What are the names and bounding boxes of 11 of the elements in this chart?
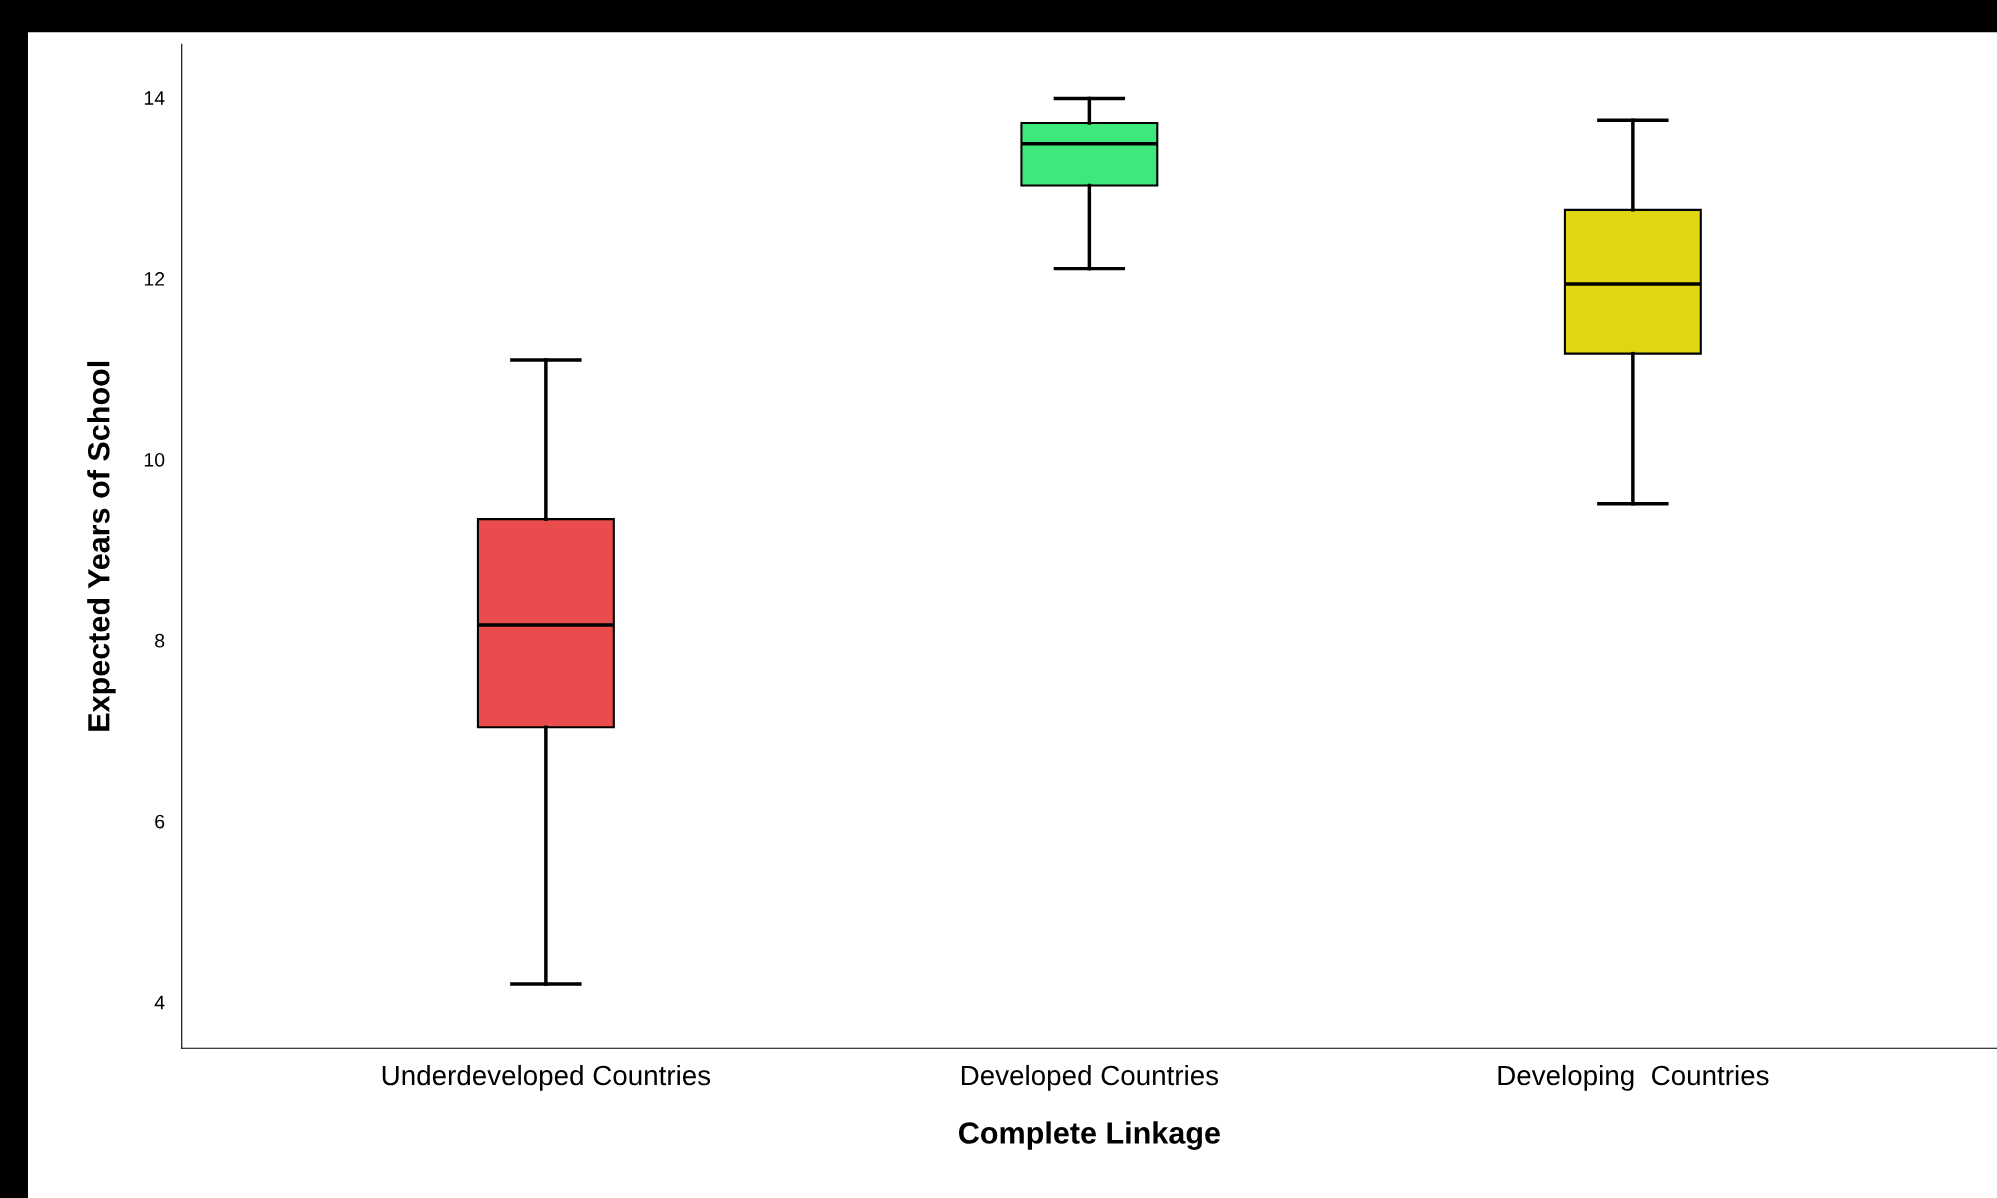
x-tick-label: Developed Countries: [961, 1064, 1219, 1091]
y-axis-title: Expected Years of School: [87, 361, 116, 731]
y-tick-label: 6: [155, 814, 165, 829]
x-tick-label: Developing Countries: [1498, 1064, 1769, 1091]
y-tick-label: 4: [154, 995, 165, 1010]
y-tick-label: 10: [144, 452, 165, 467]
y-tick-label: 14: [144, 91, 165, 105]
y-tick-label: 8: [155, 633, 165, 648]
x-axis-title: Complete Linkage: [959, 1121, 1220, 1150]
x-tick-label: Underdeveloped Countries: [382, 1064, 711, 1091]
y-tick-label: 12: [144, 272, 165, 286]
